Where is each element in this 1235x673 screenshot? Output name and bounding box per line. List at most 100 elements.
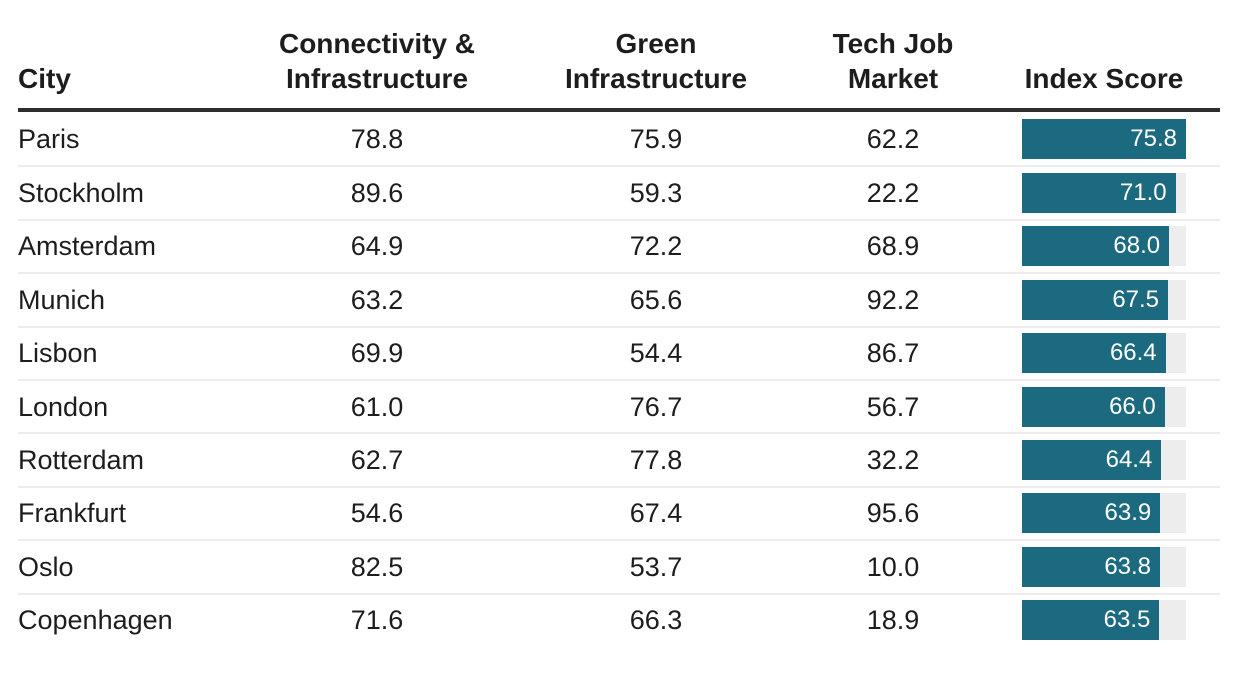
header-green-label: Green Infrastructure <box>564 28 748 94</box>
index-score-bar: 63.9 <box>1022 493 1161 534</box>
index-score-bar: 68.0 <box>1022 226 1170 267</box>
green-cell: 54.4 <box>629 338 683 369</box>
city-cell: Munich <box>18 284 106 315</box>
header-city-label: City <box>18 63 71 94</box>
index-score-value: 66.4 <box>1109 339 1157 367</box>
index-score-cell: 63.5 <box>970 600 1220 641</box>
index-score-track: 71.0 <box>1022 173 1186 214</box>
index-score-bar: 71.0 <box>1022 173 1176 214</box>
green-cell: 75.9 <box>629 123 683 154</box>
index-score-cell: 64.4 <box>970 440 1220 481</box>
connectivity-cell: 82.5 <box>350 551 404 582</box>
table-row: Paris 78.8 75.9 62.2 75.8 <box>18 112 1220 165</box>
index-score-value: 75.8 <box>1130 124 1177 152</box>
tech-cell: 56.7 <box>866 391 920 422</box>
connectivity-cell: 54.6 <box>350 498 404 529</box>
index-score-value: 63.9 <box>1104 499 1152 527</box>
index-score-cell: 67.5 <box>970 279 1220 320</box>
index-score-value: 71.0 <box>1119 179 1167 207</box>
table-row: Rotterdam 62.7 77.8 32.2 64.4 <box>18 432 1220 485</box>
index-score-cell: 63.8 <box>970 546 1220 587</box>
connectivity-cell: 62.7 <box>350 445 404 476</box>
city-cell: Oslo <box>18 551 74 582</box>
header-connectivity-infrastructure: Connectivity & Infrastructure <box>258 26 496 108</box>
index-score-track: 63.5 <box>1022 600 1186 641</box>
index-score-track: 63.9 <box>1022 493 1186 534</box>
index-score-cell: 63.9 <box>970 493 1220 534</box>
tech-cell: 95.6 <box>866 498 920 529</box>
index-score-bar: 67.5 <box>1022 279 1169 320</box>
header-city: City <box>18 61 258 108</box>
index-score-track: 63.8 <box>1022 546 1186 587</box>
table-row: Frankfurt 54.6 67.4 95.6 63.9 <box>18 485 1220 539</box>
index-score-bar: 75.8 <box>1022 118 1186 159</box>
green-cell: 59.3 <box>629 178 683 209</box>
index-score-bar: 63.5 <box>1022 600 1160 641</box>
green-cell: 67.4 <box>629 498 683 529</box>
green-cell: 66.3 <box>629 605 683 636</box>
header-index-score-label: Index Score <box>1024 63 1184 94</box>
city-cell: Amsterdam <box>18 231 157 262</box>
green-cell: 77.8 <box>629 445 683 476</box>
table-body: Paris 78.8 75.9 62.2 75.8 Stockholm 89.6… <box>18 112 1220 646</box>
tech-cell: 22.2 <box>866 178 920 209</box>
city-cell: Lisbon <box>18 338 98 369</box>
header-tech-label: Tech Job Market <box>832 28 954 94</box>
connectivity-cell: 64.9 <box>350 231 404 262</box>
index-score-track: 64.4 <box>1022 440 1186 481</box>
table-row: Munich 63.2 65.6 92.2 67.5 <box>18 272 1220 325</box>
connectivity-cell: 71.6 <box>350 605 404 636</box>
city-cell: Stockholm <box>18 178 145 209</box>
index-score-cell: 68.0 <box>970 226 1220 267</box>
header-index-score: Index Score <box>970 61 1220 108</box>
connectivity-cell: 63.2 <box>350 284 404 315</box>
index-score-bar: 64.4 <box>1022 440 1162 481</box>
connectivity-cell: 78.8 <box>350 123 404 154</box>
green-cell: 65.6 <box>629 284 683 315</box>
city-cell: London <box>18 391 109 422</box>
header-tech-job-market: Tech Job Market <box>816 26 970 108</box>
index-score-cell: 66.4 <box>970 333 1220 374</box>
table-row: London 61.0 76.7 56.7 66.0 <box>18 378 1220 432</box>
green-cell: 53.7 <box>629 551 683 582</box>
index-score-cell: 66.0 <box>970 386 1220 427</box>
connectivity-cell: 61.0 <box>350 391 404 422</box>
tech-cell: 62.2 <box>866 123 920 154</box>
header-green-infrastructure: Green Infrastructure <box>496 26 816 108</box>
table-row: Lisbon 69.9 54.4 86.7 66.4 <box>18 325 1220 379</box>
tech-cell: 32.2 <box>866 445 920 476</box>
city-cell: Paris <box>18 123 80 154</box>
city-cell: Copenhagen <box>18 605 173 636</box>
index-score-cell: 75.8 <box>970 118 1220 159</box>
green-cell: 72.2 <box>629 231 683 262</box>
table-row: Stockholm 89.6 59.3 22.2 71.0 <box>18 165 1220 218</box>
table-row: Copenhagen 71.6 66.3 18.9 63.5 <box>18 592 1220 646</box>
tech-cell: 92.2 <box>866 284 920 315</box>
tech-cell: 18.9 <box>866 605 920 636</box>
index-score-value: 68.0 <box>1113 232 1161 260</box>
index-score-value: 66.0 <box>1109 392 1156 420</box>
tech-cell: 10.0 <box>866 551 920 582</box>
index-score-value: 63.8 <box>1104 552 1152 580</box>
index-score-cell: 71.0 <box>970 173 1220 214</box>
index-score-value: 64.4 <box>1105 446 1153 474</box>
index-score-bar: 66.4 <box>1022 333 1166 374</box>
index-score-track: 68.0 <box>1022 226 1186 267</box>
connectivity-cell: 69.9 <box>350 338 404 369</box>
city-cell: Frankfurt <box>18 498 127 529</box>
index-score-bar: 66.0 <box>1022 386 1165 427</box>
index-score-track: 66.0 <box>1022 386 1186 427</box>
city-cell: Rotterdam <box>18 445 145 476</box>
index-score-track: 67.5 <box>1022 279 1186 320</box>
city-index-table: City Connectivity & Infrastructure Green… <box>18 0 1220 646</box>
index-score-track: 75.8 <box>1022 118 1186 159</box>
table-row: Oslo 82.5 53.7 10.0 63.8 <box>18 539 1220 592</box>
green-cell: 76.7 <box>629 391 683 422</box>
index-score-bar: 63.8 <box>1022 546 1161 587</box>
tech-cell: 86.7 <box>866 338 920 369</box>
table-row: Amsterdam 64.9 72.2 68.9 68.0 <box>18 218 1220 272</box>
tech-cell: 68.9 <box>866 231 920 262</box>
connectivity-cell: 89.6 <box>350 178 404 209</box>
header-connectivity-label: Connectivity & Infrastructure <box>278 28 476 94</box>
index-score-track: 66.4 <box>1022 333 1186 374</box>
